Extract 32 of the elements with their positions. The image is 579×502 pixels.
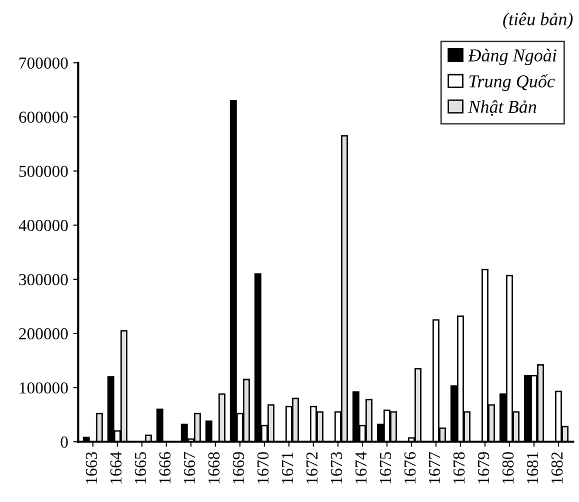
x-tick-label: 1678	[453, 452, 465, 484]
x-tick-label: 1674	[355, 452, 367, 484]
x-tick-label: 1675	[380, 452, 392, 484]
legend-label: Nhật Bản	[468, 100, 536, 116]
x-tick-label: 1669	[232, 452, 244, 484]
x-tick-label: 1663	[86, 452, 98, 484]
x-tick-label: 1670	[257, 452, 269, 484]
x-tick-label: 1676	[404, 452, 416, 484]
y-tick-label: 0	[60, 436, 68, 448]
y-tick-label: 400000	[18, 220, 68, 232]
y-tick-label: 200000	[19, 328, 68, 340]
legend-label: Trung Quốc	[469, 74, 555, 92]
y-tick-label: 100000	[20, 382, 68, 394]
x-tick-label: 1666	[159, 452, 171, 484]
legend-label: Đàng Ngoài	[468, 48, 556, 66]
x-tick-label: 1677	[428, 452, 440, 484]
x-tick-label: 1681	[526, 452, 538, 484]
x-tick-label: 1672	[306, 452, 318, 484]
x-tick-label: 1679	[478, 452, 490, 484]
y-tick-label: 300000	[19, 274, 68, 286]
x-tick-label: 1667	[184, 452, 196, 484]
x-tick-label: 1680	[502, 452, 514, 484]
y-tick-label: 500000	[19, 166, 68, 177]
y-tick-label: 600000	[19, 112, 68, 123]
x-tick-label: 1671	[282, 452, 294, 484]
x-tick-label: 1668	[208, 452, 220, 484]
x-tick-label: 1665	[134, 452, 146, 484]
y-tick-label: 700000	[20, 57, 68, 69]
x-tick-label: 1673	[330, 452, 342, 484]
text: (tiêu bản)	[503, 12, 573, 29]
x-tick-label: 1664	[110, 452, 122, 484]
x-tick-label: 1682	[551, 452, 563, 484]
